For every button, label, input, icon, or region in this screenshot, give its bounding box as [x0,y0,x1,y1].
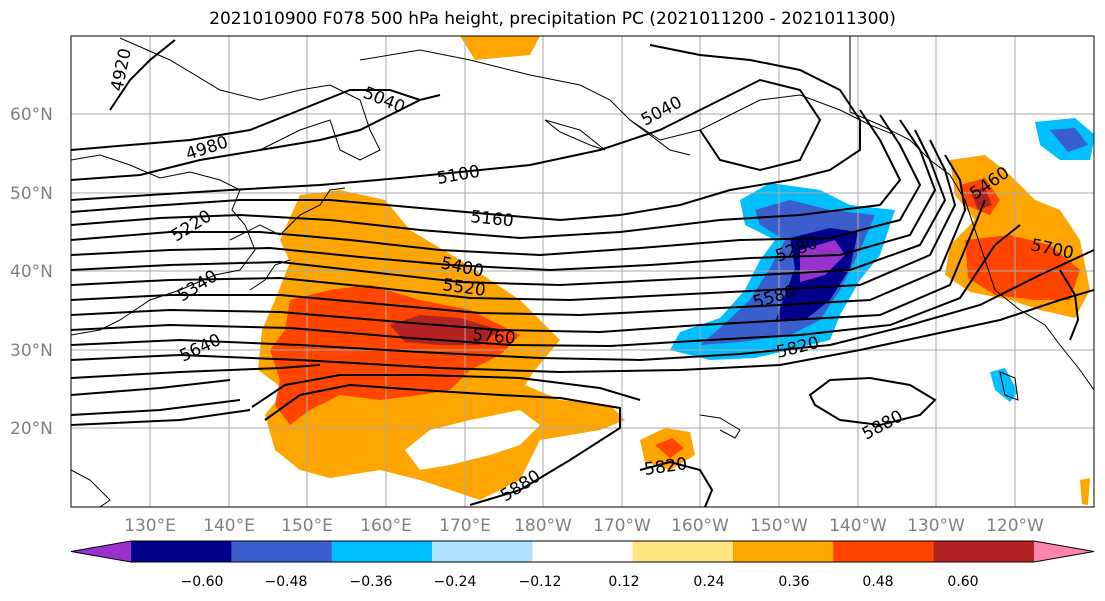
lon-label: 140°W [829,516,887,536]
height-contours [71,39,1094,507]
lat-label: 30°N [10,341,53,361]
colorbar-tick-label: 0.36 [778,574,809,590]
colorbar-tick-label: −0.60 [181,574,224,590]
colorbar-segment [933,541,1035,562]
colorbar-tick-label: 0.12 [608,574,639,590]
colorbar-segment [331,541,433,562]
lon-label: 150°E [281,516,333,536]
longitude-labels: 130°E 140°E 150°E 160°E 170°E 180°W 170°… [124,516,1044,536]
colorbar-segment [432,541,533,562]
colorbar [70,540,1095,563]
lon-label: 150°W [750,516,808,536]
lat-label: 20°N [10,419,53,439]
colorbar-segment [632,541,734,562]
lon-label: 130°E [124,516,176,536]
colorbar-outline [70,540,1095,563]
contour-label: 5760 [472,325,517,349]
lon-label: 180°W [514,516,572,536]
lon-label: 120°W [986,516,1044,536]
lon-label: 170°W [593,516,651,536]
map-frame [70,35,1095,508]
colorbar-tick-label: 0.24 [693,574,724,590]
colorbar-tick-label: −0.12 [519,574,562,590]
lon-label: 160°W [671,516,729,536]
colorbar-extend-high [1034,541,1094,562]
colorbar-segment [532,541,634,562]
lat-label: 40°N [10,262,53,282]
positive-anomaly-us-strong [965,235,1080,300]
lat-label: 50°N [10,184,53,204]
colorbar-segment [733,541,834,562]
lat-label: 60°N [10,105,53,125]
colorbar-segment [833,541,935,562]
colorbar-tick-label: −0.24 [434,574,477,590]
colorbar-segment [131,541,232,562]
lon-label: 140°E [203,516,255,536]
colorbar-tick-label: 0.60 [947,574,978,590]
colorbar-tick-label: −0.48 [265,574,308,590]
colorbar-tick-label: 0.48 [862,574,893,590]
map-title: 2021010900 F078 500 hPa height, precipit… [209,9,896,29]
lon-label: 170°E [439,516,491,536]
lon-label: 160°E [360,516,412,536]
colorbar-tick-labels: −0.60 −0.48 −0.36 −0.24 −0.12 0.12 0.24 … [181,574,979,590]
lon-label: 130°W [907,516,965,536]
white-gap [405,410,540,470]
latitude-labels: 60°N 50°N 40°N 30°N 20°N [10,105,53,439]
colorbar-segment [231,541,333,562]
colorbar-extend-low [71,541,131,562]
contour-label: 5160 [469,207,514,231]
colorbar-tick-label: −0.36 [350,574,393,590]
